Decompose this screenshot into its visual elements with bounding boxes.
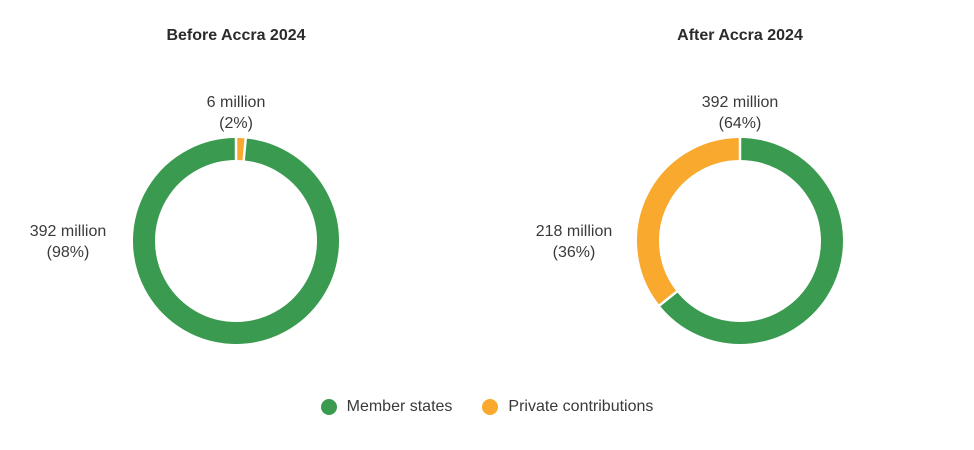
legend-label-private-contributions: Private contributions xyxy=(508,398,654,415)
slice-separator xyxy=(658,289,679,307)
legend-item-private-contributions[interactable]: Private contributions xyxy=(482,398,653,416)
slice-after-private-contributions xyxy=(637,138,741,306)
legend-dot-member-states xyxy=(320,399,337,415)
slice-label-before-private-pct: (2%) xyxy=(219,115,253,132)
legend-dot-private-contributions xyxy=(482,399,499,415)
donut-after xyxy=(637,137,843,344)
slice-before-member-states xyxy=(133,138,339,344)
legend-item-member-states[interactable]: Member states xyxy=(320,398,453,416)
slice-label-before-member-value: 392 million xyxy=(30,223,106,240)
slice-label-after-private-pct: (36%) xyxy=(553,244,596,261)
slice-after-member-states xyxy=(659,138,843,344)
chart-title-after: After Accra 2024 xyxy=(677,27,803,44)
legend: Member states Private contributions xyxy=(0,398,974,416)
slice-label-after-private-value: 218 million xyxy=(536,223,612,240)
slice-label-before-member-pct: (98%) xyxy=(47,244,90,261)
slice-label-after-member-pct: (64%) xyxy=(719,115,762,132)
slice-separator xyxy=(242,137,248,162)
legend-label-member-states: Member states xyxy=(346,398,453,415)
chart-before: Before Accra 2024 6 million (2%) 392 mil… xyxy=(30,27,339,344)
slice-label-before-private-value: 6 million xyxy=(207,94,266,111)
chart-title-before: Before Accra 2024 xyxy=(166,27,305,44)
donut-before xyxy=(133,137,339,344)
chart-after: After Accra 2024 392 million (64%) 218 m… xyxy=(536,27,843,344)
slice-label-after-member-value: 392 million xyxy=(702,94,778,111)
